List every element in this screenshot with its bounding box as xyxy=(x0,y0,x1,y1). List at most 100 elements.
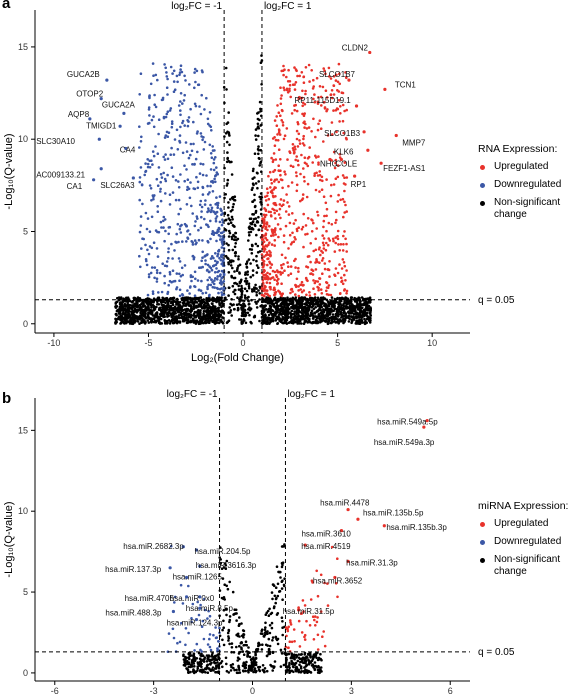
x-tick-label: 6 xyxy=(448,686,453,696)
data-point xyxy=(253,662,256,666)
data-point xyxy=(258,100,262,104)
data-point xyxy=(327,304,331,308)
data-point xyxy=(290,287,294,291)
data-point xyxy=(326,310,330,314)
data-point xyxy=(228,306,231,309)
data-point xyxy=(276,642,280,646)
data-point xyxy=(144,162,147,165)
data-point xyxy=(147,252,151,256)
data-point xyxy=(270,664,273,668)
data-point xyxy=(336,164,340,167)
data-point xyxy=(264,621,267,625)
data-point xyxy=(191,243,195,246)
data-point xyxy=(250,252,254,255)
data-point xyxy=(285,312,289,316)
data-point xyxy=(233,668,236,672)
data-point xyxy=(283,269,286,273)
data-point xyxy=(259,148,263,152)
data-point xyxy=(234,231,238,235)
data-point xyxy=(256,122,260,126)
data-point xyxy=(339,112,342,115)
data-point xyxy=(310,230,314,233)
labeled-point xyxy=(184,595,189,599)
data-point xyxy=(144,169,148,173)
data-point xyxy=(316,594,320,598)
data-point xyxy=(141,305,145,308)
data-point xyxy=(184,643,187,647)
data-point xyxy=(276,139,280,142)
data-point xyxy=(216,649,219,652)
data-point xyxy=(311,87,315,90)
data-point xyxy=(199,162,202,166)
data-point xyxy=(164,192,167,195)
data-point xyxy=(268,224,271,228)
data-point xyxy=(121,301,124,304)
data-point xyxy=(344,305,347,308)
data-point xyxy=(330,308,333,311)
data-point xyxy=(244,277,248,280)
data-point xyxy=(323,644,327,648)
data-point xyxy=(254,182,258,185)
data-point xyxy=(210,129,213,132)
data-point xyxy=(166,93,169,96)
data-point xyxy=(237,665,240,669)
labeled-point xyxy=(383,87,387,91)
data-point xyxy=(308,624,312,627)
labeled-point xyxy=(422,425,426,429)
data-point xyxy=(163,218,167,221)
data-point xyxy=(349,305,352,309)
data-point xyxy=(274,601,278,605)
data-point xyxy=(178,306,182,310)
data-point xyxy=(304,224,308,227)
point-label: TMIGD1 xyxy=(86,121,117,130)
data-point xyxy=(251,200,255,203)
data-point xyxy=(323,581,326,585)
data-point xyxy=(345,269,348,272)
data-point xyxy=(162,215,166,219)
data-point xyxy=(272,158,275,162)
data-point xyxy=(320,259,324,262)
data-point xyxy=(163,63,166,66)
data-point xyxy=(325,313,328,317)
data-point xyxy=(193,71,196,74)
data-point xyxy=(163,319,167,323)
data-point xyxy=(202,136,205,139)
data-point xyxy=(188,233,192,236)
data-point xyxy=(175,272,179,275)
data-point xyxy=(312,316,315,320)
data-point xyxy=(213,321,217,325)
data-point xyxy=(169,153,172,156)
data-point xyxy=(236,296,239,300)
data-point xyxy=(276,322,279,326)
data-point xyxy=(210,232,214,236)
data-point xyxy=(331,301,335,305)
data-point xyxy=(225,140,229,144)
data-point xyxy=(267,197,271,201)
data-point xyxy=(303,156,307,159)
data-point xyxy=(150,246,154,250)
data-point xyxy=(196,279,200,282)
data-point xyxy=(276,282,280,285)
data-point xyxy=(292,222,296,225)
data-point xyxy=(191,275,194,279)
data-point xyxy=(297,606,300,609)
data-point xyxy=(161,306,164,309)
data-point xyxy=(146,165,150,169)
data-point xyxy=(324,248,328,252)
data-point xyxy=(291,143,295,146)
data-point xyxy=(132,315,135,318)
data-point xyxy=(206,285,209,289)
data-point xyxy=(141,202,144,206)
data-point xyxy=(201,193,205,196)
data-point xyxy=(140,309,144,313)
data-point xyxy=(292,240,296,243)
data-point xyxy=(162,314,166,317)
data-point xyxy=(322,313,325,317)
data-point xyxy=(289,621,292,624)
data-point xyxy=(290,319,294,323)
data-point xyxy=(144,299,148,303)
data-point xyxy=(314,248,318,252)
data-point xyxy=(338,153,342,156)
data-point xyxy=(297,308,300,311)
legend-dot-down xyxy=(480,540,485,545)
